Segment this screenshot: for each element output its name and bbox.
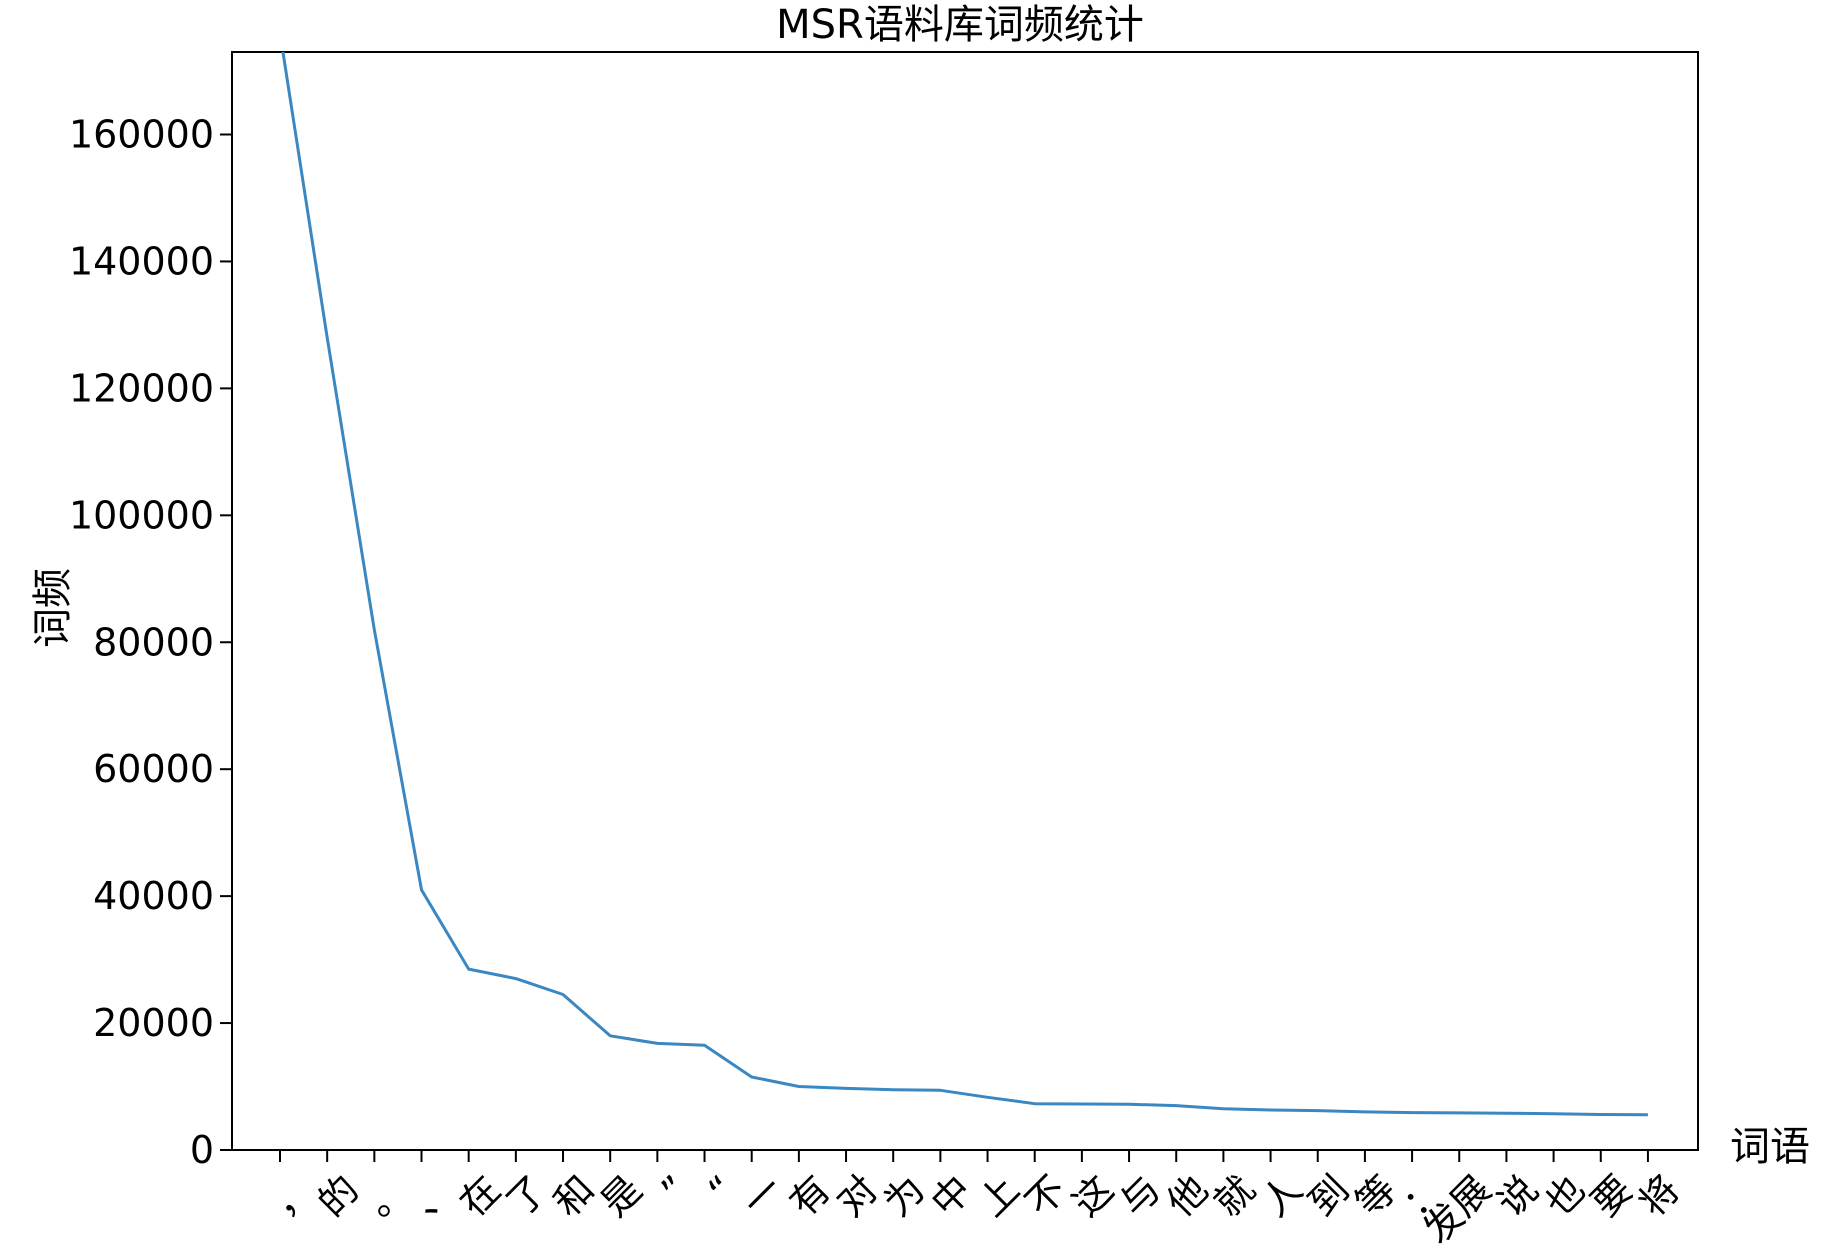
y-axis-ticks: 0 20000 40000 60000 80000 100000 120000 140000 1… (69, 113, 232, 1172)
x-tick-label: ” (652, 1167, 697, 1212)
y-tick-label: 80000 (93, 620, 214, 664)
x-axis-label: 词语 (1730, 1124, 1810, 1170)
y-tick-label: 0 (190, 1128, 214, 1172)
x-tick-label: 是 (592, 1167, 650, 1225)
chart-title: MSR语料库词频统计 (776, 2, 1144, 48)
y-tick-label: 60000 (93, 747, 214, 791)
y-tick-label: 140000 (69, 239, 214, 283)
y-tick-label: 160000 (69, 113, 214, 157)
y-tick-label: 20000 (93, 1001, 214, 1045)
y-axis-label: 词频 (30, 568, 76, 648)
y-tick-label: 120000 (69, 366, 214, 410)
y-tick-label: 100000 (69, 493, 214, 537)
x-tick-label: 将 (1630, 1167, 1688, 1225)
y-tick-label: 40000 (93, 874, 214, 918)
series-line (281, 52, 1648, 1117)
plot-area-frame (231, 51, 1699, 1151)
